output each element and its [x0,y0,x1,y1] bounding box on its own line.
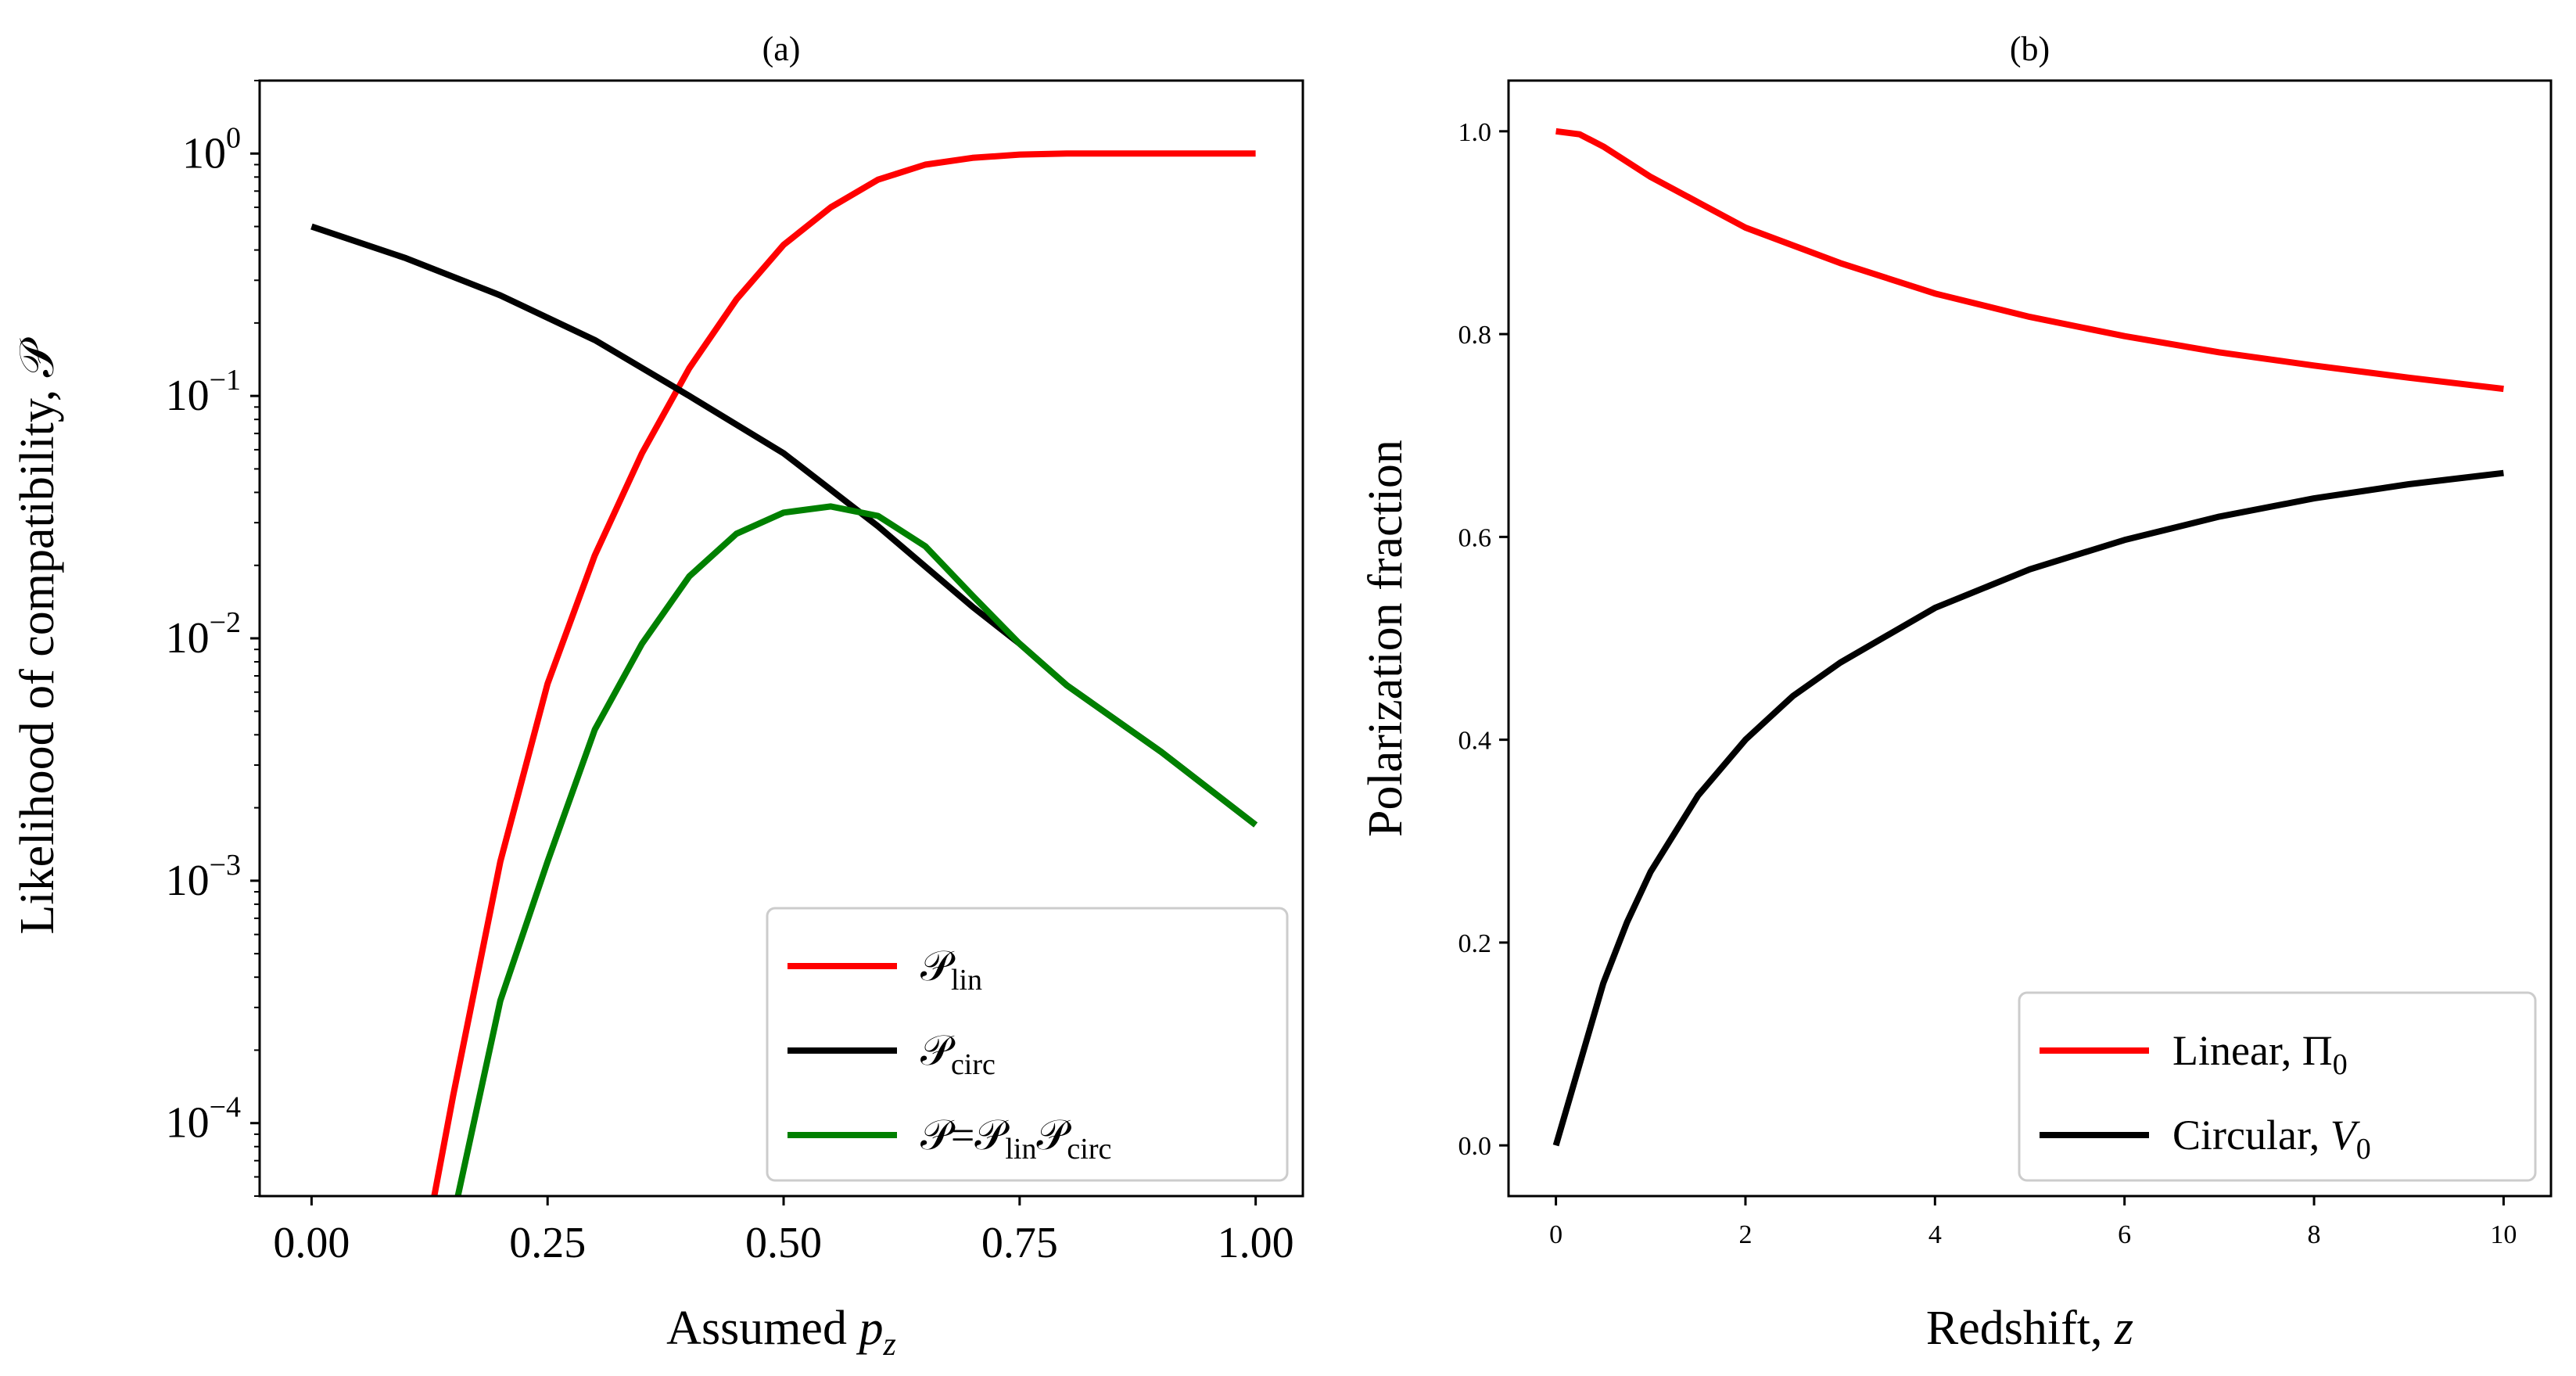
x-tick-label: 8 [2308,1220,2321,1249]
x-tick-label: 0.00 [273,1219,350,1267]
chart-title: (a) [762,30,801,68]
y-tick-label: 0.0 [1458,1132,1492,1161]
y-axis-label: Polarization fraction [1359,440,1412,837]
panel-b: 0 2 4 6 8 10 0.0 0.2 0.4 0.6 0.8 1.0 (b) Redshift, z P… [1359,30,2553,1355]
y-axis-label: Likelihood of compatibility, 𝒫 [11,336,64,934]
y-tick-label: 1.0 [1458,118,1492,147]
y-tick-label: 10−2 [166,606,241,663]
legend-label-3: 𝒫=𝒫lin𝒫circ [920,1112,1111,1166]
series-line-3 [454,503,1258,1196]
axes-frame [1507,79,2553,1198]
x-tick-label: 2 [1738,1220,1752,1249]
y-tick-label: 0.6 [1458,523,1492,552]
x-tick-label: 0.25 [509,1219,586,1267]
x-axis-label: Redshift, z [1926,1302,2133,1355]
x-axis-label: Assumed pz [666,1302,896,1363]
legend-box [766,907,1289,1182]
series-line-1 [1555,128,2504,393]
x-tick-label: 0.50 [745,1219,822,1267]
chart-title: (b) [2010,30,2050,68]
legend-label-2: 𝒫circ [920,1027,996,1081]
legend-label-1: 𝒫lin [920,943,982,997]
y-tick-label: 0.2 [1458,929,1492,958]
series-line-2 [1552,469,2504,1147]
y-tick-label: 0.4 [1458,727,1492,756]
y-tick-label: 10−1 [166,364,241,420]
x-tick-label: 10 [2490,1220,2517,1249]
legend-label-1: Linear, Π0 [2172,1027,2348,1081]
x-tick-label: 4 [1928,1220,1942,1249]
y-tick-label: 10−3 [166,849,241,905]
series-line-1 [431,150,1256,1196]
series-line-2 [310,223,1258,828]
x-tick-label: 0.75 [981,1219,1058,1267]
x-tick-label: 0 [1549,1220,1562,1249]
y-tick-label: 0.8 [1458,321,1492,350]
y-tick-label: 10−4 [166,1091,241,1148]
y-tick-label: 100 [182,121,241,178]
panel-a: 0.00 0.25 0.50 0.75 1.00 100 10−1 10−2 10−3 10−4 (… [11,30,1304,1363]
legend-label-2: Circular, V0 [2172,1112,2371,1166]
x-tick-label: 1.00 [1218,1219,1294,1267]
x-tick-label: 6 [2118,1220,2131,1249]
